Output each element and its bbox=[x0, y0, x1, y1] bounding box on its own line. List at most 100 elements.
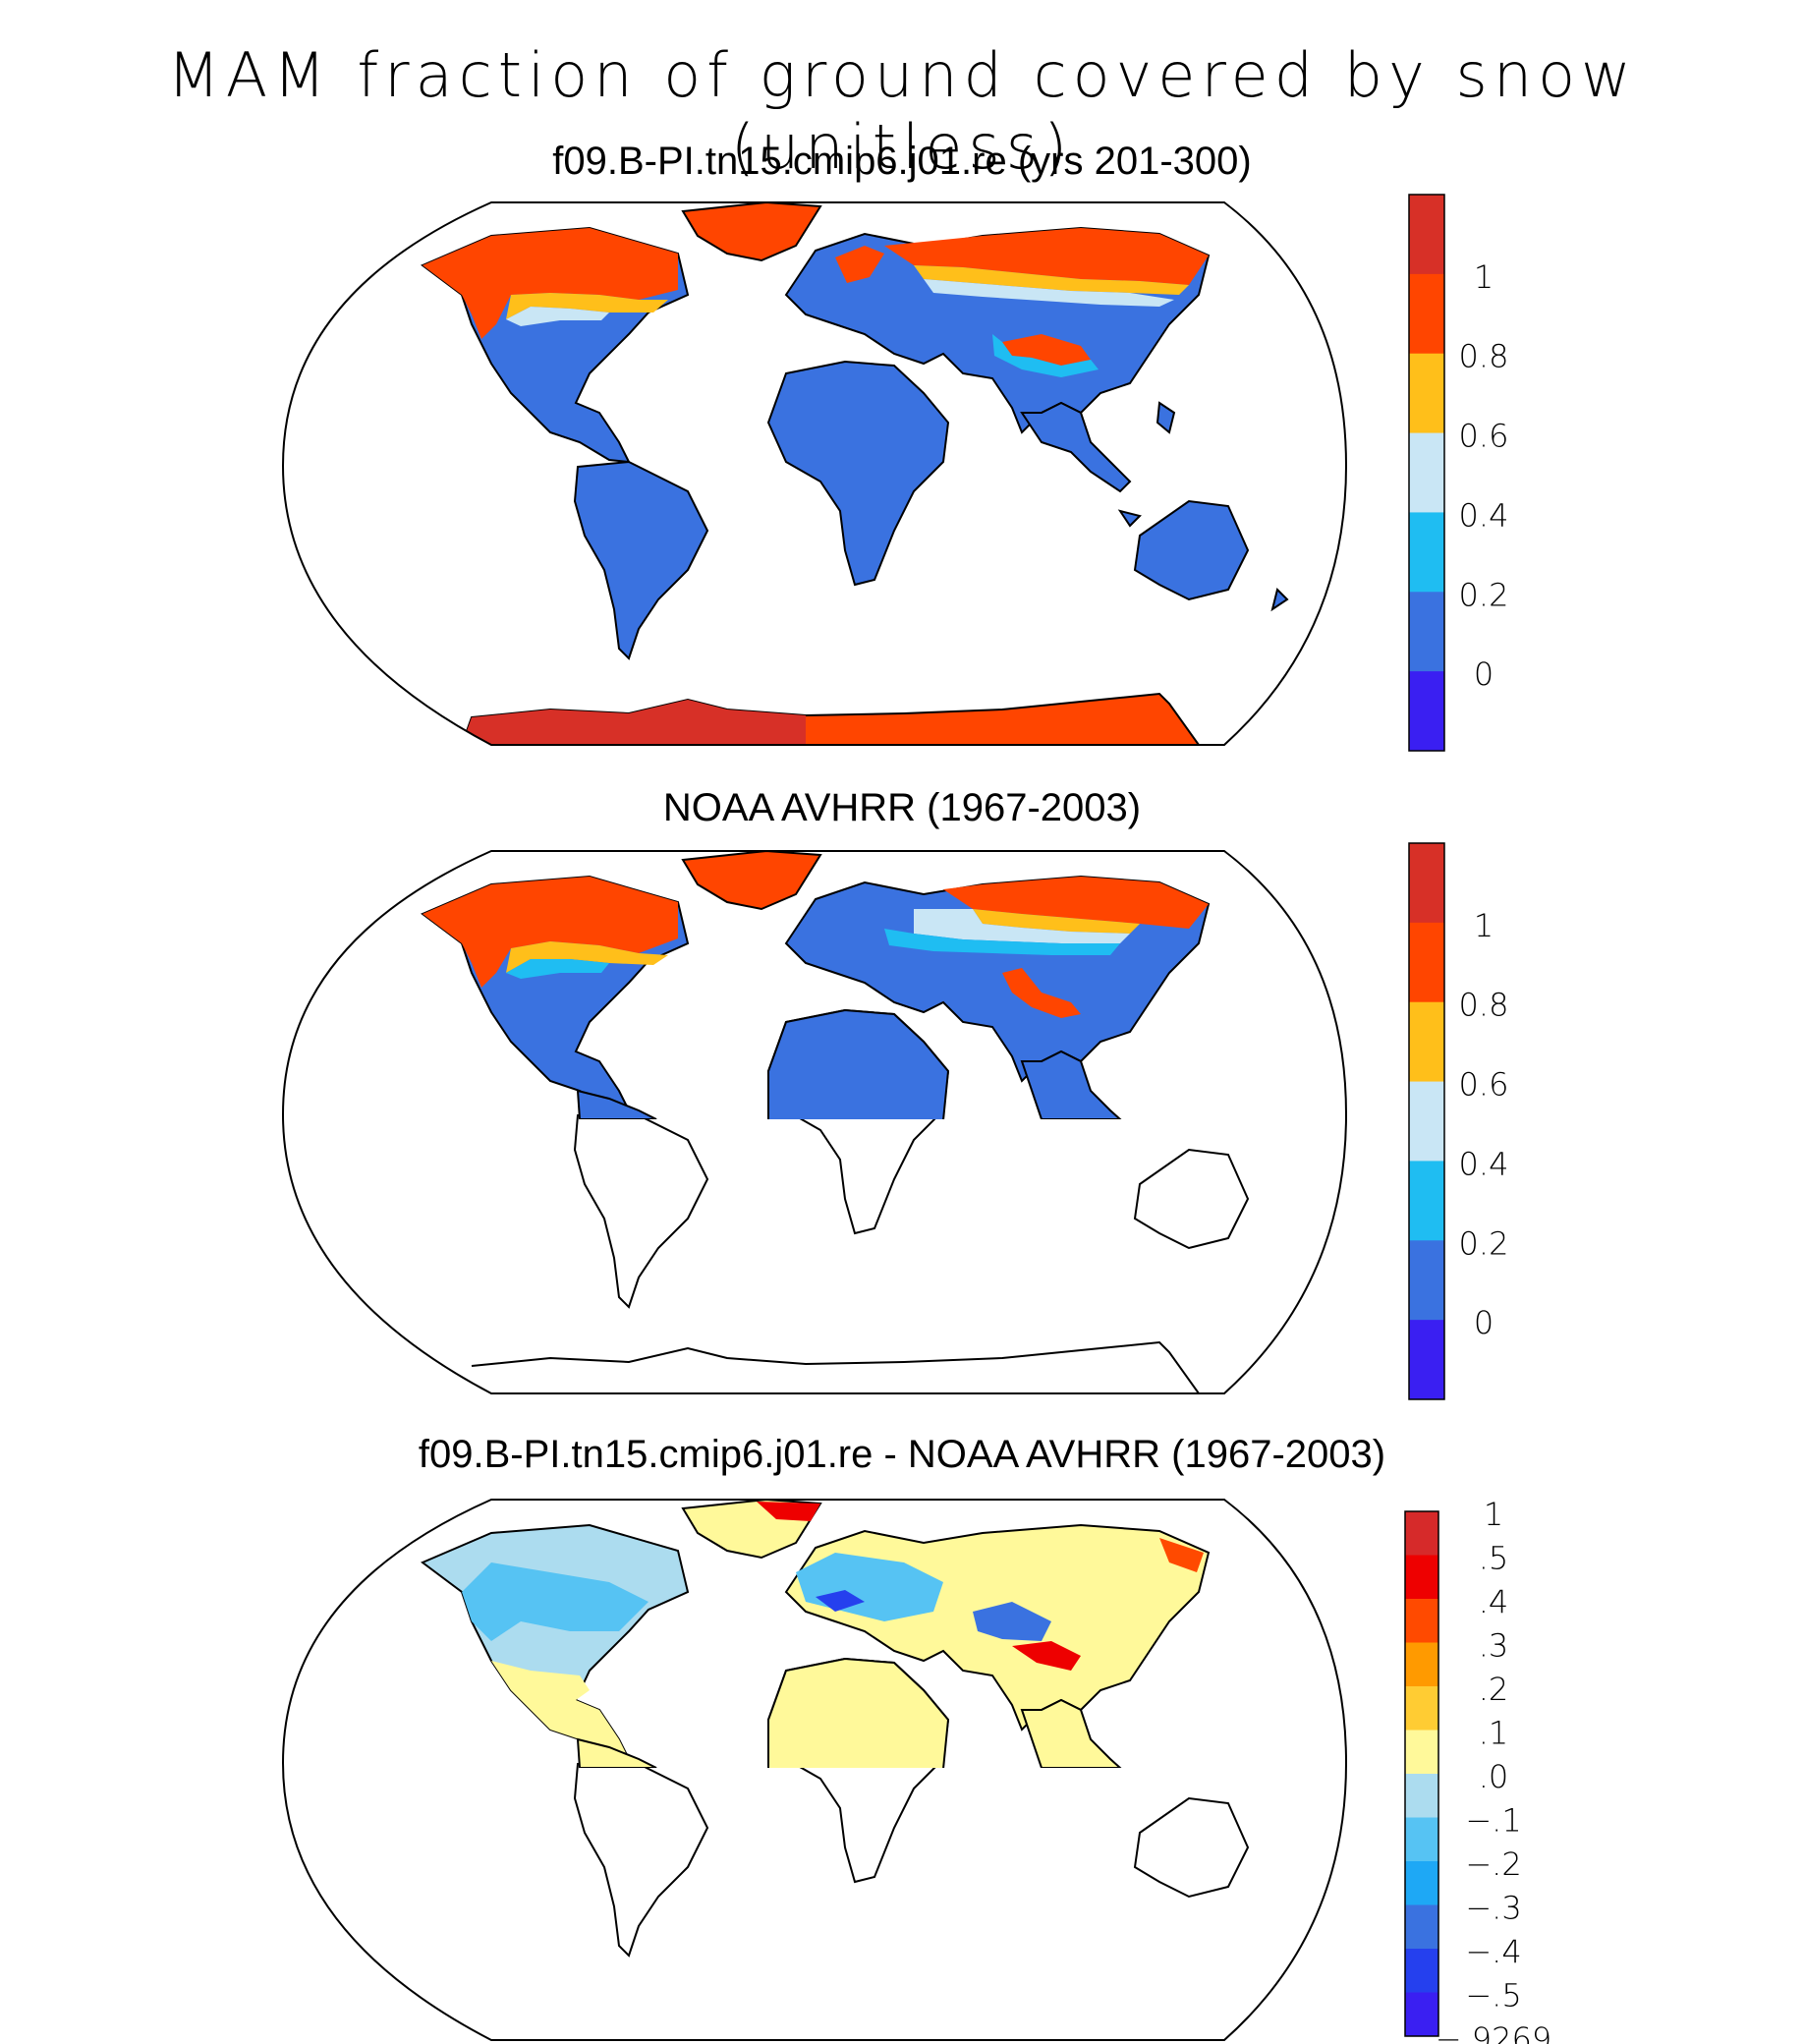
colorbar-tick-label: 0.8 bbox=[1459, 987, 1509, 1024]
north-america-snow-high bbox=[423, 877, 678, 988]
tibet-diff-red bbox=[1012, 1641, 1081, 1671]
colorbar-panel-2: 1 0.8 0.6 0.4 0.2 0 bbox=[1408, 842, 1509, 1400]
colorbar-frame bbox=[1408, 194, 1445, 752]
colorbar-tick-label: 0.2 bbox=[1459, 1224, 1509, 1262]
africa-land bbox=[767, 1657, 950, 1768]
colorbar-frame bbox=[1408, 842, 1445, 1400]
colorbar-swatch bbox=[1409, 432, 1444, 513]
colorbar-tick-label: −.9269 bbox=[1436, 2020, 1551, 2044]
colorbar-swatch bbox=[1405, 1904, 1438, 1950]
africa-land bbox=[767, 1008, 950, 1119]
colorbar-swatch bbox=[1405, 1861, 1438, 1905]
tibet-snow bbox=[1002, 968, 1081, 1018]
colorbar-swatch bbox=[1405, 1642, 1438, 1687]
globe-outline-1 bbox=[281, 201, 1348, 746]
colorbar-swatch bbox=[1405, 1730, 1438, 1775]
colorbar-tick-label: 1 bbox=[1474, 258, 1494, 296]
antarctica-west-snow bbox=[462, 700, 806, 745]
central-america-land bbox=[576, 1089, 657, 1119]
colorbar-swatch bbox=[1405, 1774, 1438, 1818]
antarctica-outline bbox=[471, 1340, 1200, 1393]
colorbar-swatch bbox=[1409, 512, 1444, 593]
colorbar-tick-label: .3 bbox=[1479, 1627, 1509, 1665]
colorbar-tick-label: 0.4 bbox=[1459, 496, 1509, 534]
islands bbox=[1117, 401, 1289, 612]
south-america-outline bbox=[573, 1108, 709, 1309]
colorbar-swatch bbox=[1405, 1992, 1438, 2037]
colorbar-swatch bbox=[1409, 1161, 1444, 1241]
colorbar-tick-label: 0.6 bbox=[1459, 1066, 1509, 1104]
figure-title: MAM fraction of ground covered by snow (… bbox=[167, 39, 1637, 183]
south-america-land bbox=[573, 460, 709, 660]
africa-land bbox=[766, 360, 950, 587]
colorbar-tick-label: 0.4 bbox=[1459, 1145, 1509, 1182]
colorbar-swatch bbox=[1409, 671, 1444, 752]
colorbar-swatch bbox=[1409, 1240, 1444, 1321]
asia-diff-blue bbox=[973, 1602, 1051, 1641]
tibet-snow-edge bbox=[992, 334, 1099, 377]
colorbar-tick-label: −.2 bbox=[1465, 1845, 1521, 1883]
colorbar-tick-label: −.1 bbox=[1465, 1802, 1521, 1840]
globe-outline-3 bbox=[281, 1499, 1348, 2041]
colorbar-swatch bbox=[1409, 592, 1444, 672]
colorbar-tick-label: 0.8 bbox=[1459, 338, 1509, 375]
north-america-snow-high bbox=[423, 228, 678, 339]
siberia-diff-red bbox=[1159, 1538, 1204, 1572]
globe-outline-2 bbox=[281, 850, 1348, 1394]
north-america-snow-light bbox=[506, 307, 609, 326]
eurasia-snow-high bbox=[943, 877, 1209, 929]
north-america-snow-mid bbox=[506, 941, 668, 973]
eurasia-snow-light bbox=[914, 909, 1130, 943]
colorbar-tick-label: .4 bbox=[1479, 1583, 1509, 1620]
south-asia-land bbox=[1020, 1050, 1123, 1119]
greenland-land bbox=[681, 851, 822, 911]
colorbar-swatch bbox=[1409, 273, 1444, 355]
scandinavia-snow bbox=[835, 246, 884, 283]
colorbar-swatch bbox=[1405, 1686, 1438, 1731]
colorbar-frame bbox=[1404, 1510, 1439, 2037]
colorbar-swatch bbox=[1405, 1817, 1438, 1862]
greenland-diff-red bbox=[757, 1502, 820, 1521]
colorbar-tick-label: 1 bbox=[1474, 907, 1494, 944]
south-america-outline bbox=[573, 1757, 709, 1958]
eurasia-snow-edge bbox=[884, 929, 1120, 955]
colorbar-swatch bbox=[1409, 843, 1444, 924]
colorbar-tick-label: 0 bbox=[1474, 655, 1494, 693]
colorbar-tick-label: .5 bbox=[1479, 1540, 1509, 1577]
colorbar-tick-label: 0.2 bbox=[1459, 576, 1509, 613]
north-america-snow-light bbox=[506, 959, 609, 979]
north-america-diff-yellow bbox=[491, 1661, 629, 1759]
colorbar-tick-label: .1 bbox=[1479, 1715, 1509, 1752]
colorbar-swatch bbox=[1405, 1511, 1438, 1556]
europe-diff-dark bbox=[816, 1590, 865, 1612]
colorbar-swatch bbox=[1405, 1555, 1438, 1600]
colorbar-swatch bbox=[1405, 1599, 1438, 1643]
colorbar-tick-label: −.4 bbox=[1465, 1933, 1521, 1970]
colorbar-swatch bbox=[1409, 353, 1444, 434]
eurasia-snow-light bbox=[924, 279, 1174, 307]
colorbar-swatch bbox=[1409, 1001, 1444, 1083]
north-america-snow-mid bbox=[506, 293, 668, 319]
colorbar-tick-label: 0 bbox=[1474, 1304, 1494, 1341]
greenland-land bbox=[681, 202, 822, 262]
map-panel-2 bbox=[281, 850, 1348, 1394]
colorbar-tick-label: −.3 bbox=[1465, 1890, 1521, 1927]
colorbar-swatch bbox=[1409, 1081, 1444, 1162]
colorbar-tick-label: 0.6 bbox=[1459, 418, 1509, 455]
tibet-snow bbox=[1002, 334, 1091, 366]
south-asia-land bbox=[1020, 401, 1132, 493]
colorbar-tick-label: .0 bbox=[1479, 1758, 1509, 1795]
colorbar-panel-1: 1 0.8 0.6 0.4 0.2 0 bbox=[1408, 194, 1509, 752]
australia-land bbox=[1133, 499, 1250, 601]
australia-outline bbox=[1133, 1148, 1250, 1250]
north-america-diff-blue bbox=[462, 1562, 648, 1641]
eurasia-snow-mid bbox=[914, 265, 1189, 295]
eurasia-snow-high bbox=[884, 228, 1209, 285]
eurasia-snow-mid bbox=[973, 909, 1140, 934]
colorbar-swatch bbox=[1409, 922, 1444, 1003]
colorbar-swatch bbox=[1409, 1320, 1444, 1400]
south-asia-land bbox=[1020, 1698, 1123, 1768]
colorbar-swatch bbox=[1409, 195, 1444, 275]
colorbar-swatch bbox=[1405, 1949, 1438, 1993]
